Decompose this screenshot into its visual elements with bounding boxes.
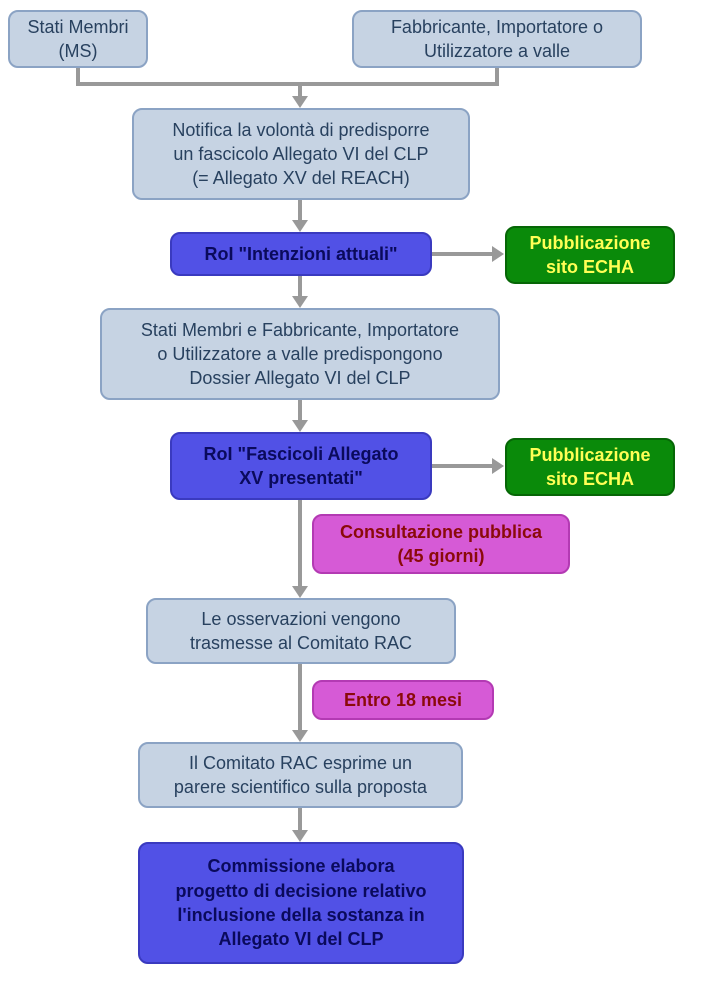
node-dossier: Stati Membri e Fabbricante, Importatore …: [100, 308, 500, 400]
consult-line2: (45 giorni): [397, 546, 484, 566]
arrow-rol1-pub1: [492, 246, 504, 262]
arrow-rol2-pub2: [492, 458, 504, 474]
comm-line3: l'inclusione della sostanza in: [177, 905, 424, 925]
dossier-line2: o Utilizzatore a valle predispongono: [157, 344, 442, 364]
node-rol-fascicoli: RoI "Fascicoli Allegato XV presentati": [170, 432, 432, 500]
entro-text: Entro 18 mesi: [344, 688, 462, 712]
node-rol-intenzioni: RoI "Intenzioni attuali": [170, 232, 432, 276]
rol2-line1: RoI "Fascicoli Allegato: [204, 444, 399, 464]
rac-line1: Il Comitato RAC esprime un: [189, 753, 412, 773]
pub1-line2: sito ECHA: [546, 257, 634, 277]
arrow-to-notifica: [292, 96, 308, 108]
node-fabbricante: Fabbricante, Importatore o Utilizzatore …: [352, 10, 642, 68]
comm-line1: Commissione elabora: [207, 856, 394, 876]
node-commissione: Commissione elabora progetto di decision…: [138, 842, 464, 964]
rol1-text: RoI "Intenzioni attuali": [204, 242, 397, 266]
node-pubblicazione-2: Pubblicazione sito ECHA: [505, 438, 675, 496]
notifica-line3: (= Allegato XV del REACH): [192, 168, 410, 188]
comm-line4: Allegato VI del CLP: [218, 929, 383, 949]
conn-rol2-pub2: [432, 464, 494, 468]
pub1-line1: Pubblicazione: [529, 233, 650, 253]
conn-dossier-rol2: [298, 400, 302, 422]
notifica-line2: un fascicolo Allegato VI del CLP: [173, 144, 428, 164]
node-entro-18-mesi: Entro 18 mesi: [312, 680, 494, 720]
fab-line1: Fabbricante, Importatore o: [391, 17, 603, 37]
dossier-line1: Stati Membri e Fabbricante, Importatore: [141, 320, 459, 340]
conn-rol1-pub1: [432, 252, 494, 256]
arrow-dossier-rol2: [292, 420, 308, 432]
rac-line2: parere scientifico sulla proposta: [174, 777, 427, 797]
conn-horiz-top: [76, 82, 499, 86]
conn-rol1-dossier: [298, 276, 302, 298]
arrow-osserv-rac: [292, 730, 308, 742]
node-comitato-rac: Il Comitato RAC esprime un parere scient…: [138, 742, 463, 808]
pub2-line1: Pubblicazione: [529, 445, 650, 465]
consult-line1: Consultazione pubblica: [340, 522, 542, 542]
arrow-rol2-osserv: [292, 586, 308, 598]
conn-osserv-rac: [298, 664, 302, 732]
node-osservazioni: Le osservazioni vengono trasmesse al Com…: [146, 598, 456, 664]
ms-line2: (MS): [59, 41, 98, 61]
conn-rac-comm: [298, 808, 302, 832]
node-pubblicazione-1: Pubblicazione sito ECHA: [505, 226, 675, 284]
arrow-rol1-dossier: [292, 296, 308, 308]
node-consultazione: Consultazione pubblica (45 giorni): [312, 514, 570, 574]
comm-line2: progetto di decisione relativo: [175, 881, 426, 901]
node-notifica: Notifica la volontà di predisporre un fa…: [132, 108, 470, 200]
osserv-line2: trasmesse al Comitato RAC: [190, 633, 412, 653]
arrow-rac-comm: [292, 830, 308, 842]
rol2-line2: XV presentati": [239, 468, 363, 488]
arrow-notifica-rol1: [292, 220, 308, 232]
conn-notifica-rol1: [298, 200, 302, 222]
pub2-line2: sito ECHA: [546, 469, 634, 489]
osserv-line1: Le osservazioni vengono: [201, 609, 400, 629]
notifica-line1: Notifica la volontà di predisporre: [172, 120, 429, 140]
dossier-line3: Dossier Allegato VI del CLP: [189, 368, 410, 388]
conn-rol2-osserv: [298, 500, 302, 588]
node-stati-membri: Stati Membri (MS): [8, 10, 148, 68]
ms-line1: Stati Membri: [27, 17, 128, 37]
fab-line2: Utilizzatore a valle: [424, 41, 570, 61]
